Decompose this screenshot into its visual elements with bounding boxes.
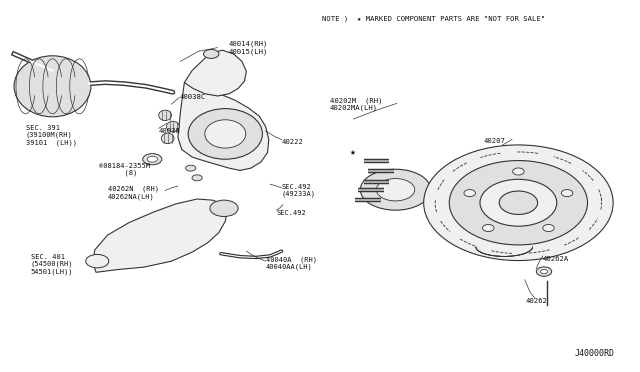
Text: 40222: 40222 — [282, 139, 303, 145]
Ellipse shape — [464, 190, 476, 197]
Ellipse shape — [188, 109, 262, 159]
Polygon shape — [178, 83, 269, 170]
Text: 40038: 40038 — [159, 128, 180, 134]
Polygon shape — [184, 50, 246, 96]
Text: 40262A: 40262A — [543, 256, 569, 262]
Circle shape — [210, 200, 238, 217]
Circle shape — [147, 156, 157, 162]
Ellipse shape — [424, 145, 613, 260]
Circle shape — [143, 154, 162, 165]
Ellipse shape — [541, 269, 547, 274]
Ellipse shape — [513, 168, 524, 175]
Text: 40014(RH)
40015(LH): 40014(RH) 40015(LH) — [229, 41, 269, 55]
Text: 40040A  (RH)
40040AA(LH): 40040A (RH) 40040AA(LH) — [266, 256, 317, 270]
Ellipse shape — [166, 121, 179, 132]
Circle shape — [186, 165, 196, 171]
Circle shape — [86, 254, 109, 268]
Ellipse shape — [449, 161, 588, 245]
Text: 40207: 40207 — [483, 138, 505, 144]
Ellipse shape — [499, 191, 538, 214]
Text: SEC. 401
(54500(RH)
54501(LH)): SEC. 401 (54500(RH) 54501(LH)) — [31, 254, 73, 275]
Polygon shape — [93, 199, 227, 272]
Ellipse shape — [543, 224, 554, 231]
Text: J40000RD: J40000RD — [575, 349, 614, 358]
Circle shape — [376, 179, 415, 201]
Text: 40262: 40262 — [526, 298, 548, 304]
Text: 40202M  (RH)
40202MA(LH): 40202M (RH) 40202MA(LH) — [330, 97, 382, 111]
Text: SEC.492: SEC.492 — [276, 210, 306, 216]
Ellipse shape — [483, 224, 494, 231]
Ellipse shape — [561, 190, 573, 197]
Ellipse shape — [161, 133, 174, 144]
Text: NOTE )  ★ MARKED COMPONENT PARTS ARE "NOT FOR SALE": NOTE ) ★ MARKED COMPONENT PARTS ARE "NOT… — [322, 16, 545, 22]
Ellipse shape — [14, 56, 91, 117]
Text: 40038C: 40038C — [179, 94, 205, 100]
Circle shape — [192, 175, 202, 181]
Text: 40262N  (RH)
40262NA(LH): 40262N (RH) 40262NA(LH) — [108, 186, 159, 200]
Ellipse shape — [536, 267, 552, 276]
Text: ®08184-2355M
      (8): ®08184-2355M (8) — [99, 163, 150, 176]
Ellipse shape — [480, 179, 557, 226]
Text: SEC. 391
(39100M(RH)
39101  (LH)): SEC. 391 (39100M(RH) 39101 (LH)) — [26, 125, 77, 146]
Text: ★: ★ — [350, 148, 356, 157]
Circle shape — [360, 169, 431, 210]
Ellipse shape — [159, 110, 172, 121]
Circle shape — [204, 49, 219, 58]
Ellipse shape — [205, 120, 246, 148]
Text: SEC.492
(49233A): SEC.492 (49233A) — [282, 184, 316, 197]
